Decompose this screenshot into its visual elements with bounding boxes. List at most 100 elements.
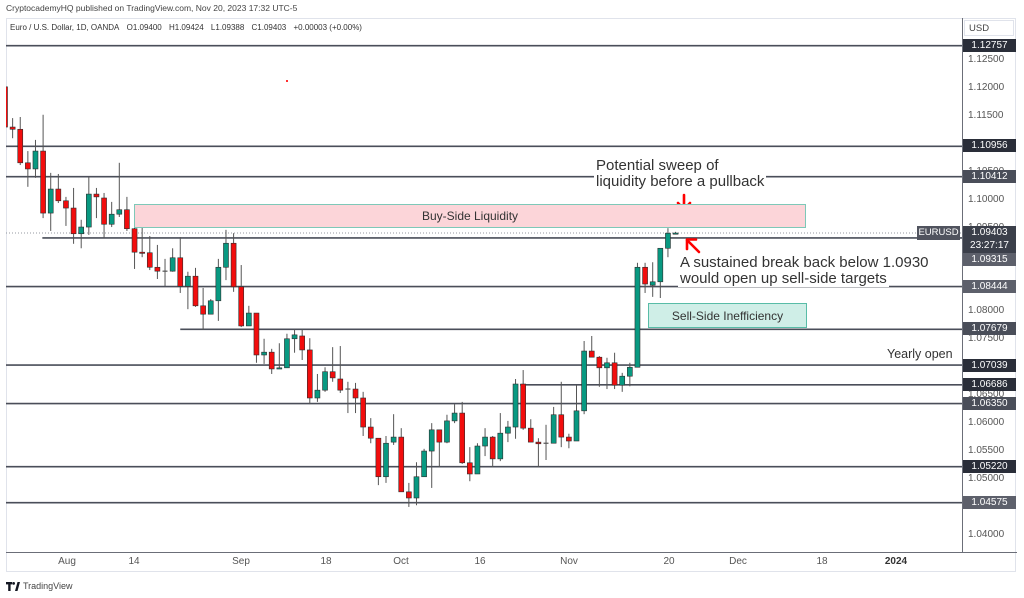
candle — [108, 201, 115, 228]
price-tick: 1.05000 — [968, 473, 1005, 484]
candle-body — [352, 388, 359, 399]
candle-body — [268, 351, 275, 370]
candle — [306, 338, 313, 405]
candle-body — [604, 362, 610, 369]
time-axis[interactable] — [6, 552, 1017, 574]
candle-body — [291, 334, 298, 340]
candle-body — [299, 335, 305, 351]
candle-body — [78, 226, 84, 235]
candle-body — [6, 86, 8, 128]
horizontal-levels[interactable] — [6, 44, 962, 504]
sell-side-inefficiency-zone[interactable]: Sell-Side Inefficiency — [648, 303, 807, 328]
price-tick: 1.12000 — [968, 82, 1005, 93]
price-tick: 1.10000 — [968, 194, 1005, 205]
candle-body — [223, 242, 229, 268]
candle-body — [527, 427, 534, 443]
candle — [581, 341, 587, 415]
candle-body — [367, 426, 374, 439]
price-axis[interactable] — [962, 18, 1018, 552]
tradingview-branding[interactable]: TradingView — [6, 580, 73, 592]
candle-body — [230, 242, 237, 288]
candle — [345, 381, 351, 414]
candle-body — [329, 371, 336, 379]
candle-body — [101, 197, 107, 225]
candle — [588, 335, 595, 358]
candle — [162, 258, 168, 287]
candle-body — [215, 266, 222, 302]
candle — [246, 305, 252, 327]
candle-body — [70, 207, 77, 235]
time-label: Oct — [393, 556, 409, 567]
candle — [543, 424, 549, 460]
candle — [329, 347, 336, 382]
candle — [627, 362, 633, 387]
candle — [558, 381, 565, 448]
candle — [146, 235, 153, 271]
candle — [535, 438, 542, 468]
candle-body — [467, 462, 473, 475]
candle — [169, 248, 176, 272]
red-up-left-arrow-icon[interactable] — [685, 238, 701, 254]
level-price-tag: 1.06686 — [963, 378, 1016, 391]
candle — [276, 343, 283, 370]
candle — [634, 262, 641, 368]
candle-body — [108, 213, 115, 225]
candle — [451, 404, 458, 424]
candle-body — [139, 251, 145, 254]
candle-body — [451, 412, 458, 422]
candle — [253, 312, 260, 363]
ohlc-high: H1.09424 — [168, 23, 204, 32]
candle — [550, 406, 557, 444]
liquidity-sweep-note[interactable]: Potential sweep of liquidity before a pu… — [594, 158, 767, 190]
price-tick: 1.04000 — [968, 529, 1005, 540]
candle-body — [32, 150, 39, 170]
candle — [6, 86, 8, 128]
candlestick-series[interactable] — [3, 86, 679, 507]
candle-body — [314, 389, 321, 399]
candle-body — [86, 193, 92, 228]
candle-body — [611, 362, 618, 386]
candle — [406, 482, 412, 507]
candle — [566, 433, 572, 449]
candle — [230, 233, 237, 292]
time-label: 18 — [320, 556, 332, 567]
candle — [55, 173, 62, 204]
candle — [139, 225, 145, 258]
symbol-legend[interactable]: Euro / U.S. Dollar, 1D, OANDA O1.09400 H… — [10, 23, 367, 32]
last-price-tag: 1.09403 23:27:17 — [963, 226, 1016, 253]
time-label-year: 2024 — [884, 556, 908, 567]
candle — [268, 348, 275, 374]
candle-body — [284, 338, 290, 369]
tradingview-logo-icon — [6, 581, 20, 591]
last-price-value: 1.09403 — [971, 227, 1008, 238]
candle — [78, 219, 84, 249]
level-price-tag: 1.10412 — [963, 170, 1016, 183]
buy-side-liquidity-zone[interactable]: Buy-Side Liquidity — [134, 204, 806, 228]
time-label: 14 — [128, 556, 140, 567]
candle — [215, 258, 222, 321]
break-below-note[interactable]: A sustained break back below 1.0930 woul… — [678, 255, 931, 287]
candle — [17, 116, 24, 166]
candle — [428, 423, 435, 488]
candle — [93, 187, 100, 219]
candle — [375, 437, 382, 486]
candle-body — [93, 193, 100, 198]
candle-body — [413, 476, 420, 499]
candle-body — [185, 275, 191, 287]
candle — [421, 448, 427, 478]
candle-body — [619, 375, 626, 386]
candle-body — [200, 305, 206, 315]
yearly-open-label[interactable]: Yearly open — [887, 347, 953, 361]
candle-body — [124, 209, 130, 230]
candle-body — [169, 257, 176, 272]
candle-body — [505, 426, 511, 434]
time-label: Nov — [560, 556, 578, 567]
level-price-tag: 1.08444 — [963, 280, 1016, 293]
candle — [25, 151, 31, 187]
currency-selector[interactable]: USD — [964, 20, 1014, 36]
sell-side-inefficiency-label: Sell-Side Inefficiency — [671, 308, 784, 323]
ohlc-close: C1.09403 — [251, 23, 287, 32]
candle — [185, 271, 191, 310]
symbol-title: Euro / U.S. Dollar, 1D, OANDA — [10, 23, 120, 32]
